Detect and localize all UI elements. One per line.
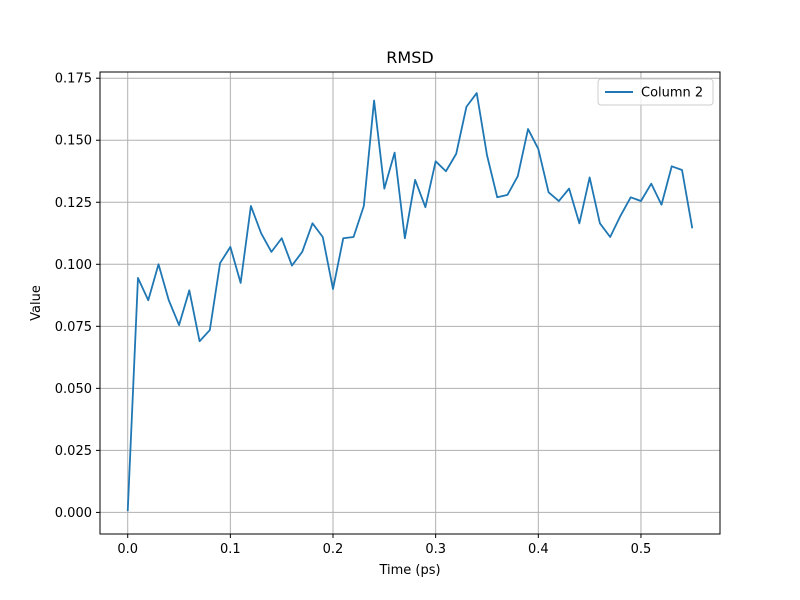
y-tick-label: 0.075 <box>55 320 92 335</box>
x-tick-label: 0.4 <box>528 542 549 557</box>
x-tick-label: 0.0 <box>117 542 138 557</box>
legend-label-column-2: Column 2 <box>641 86 703 101</box>
y-tick-label: 0.150 <box>55 134 92 149</box>
chart-title: RMSD <box>386 48 433 67</box>
y-tick-label: 0.100 <box>55 258 92 273</box>
axis-ticks: 0.0 0.1 0.2 0.3 0.4 0.5 0.000 0.025 0.050 0.075 0.… <box>55 72 652 557</box>
y-axis-label: Value <box>29 285 44 321</box>
plot-frame <box>99 71 721 535</box>
grid <box>100 72 720 534</box>
y-tick-label: 0.050 <box>55 382 92 397</box>
x-tick-label: 0.1 <box>220 542 241 557</box>
legend-box <box>597 78 714 106</box>
y-tick-label: 0.000 <box>55 506 92 521</box>
y-tick-label: 0.125 <box>55 196 92 211</box>
x-tick-label: 0.3 <box>425 542 446 557</box>
x-axis-label: Time (ps) <box>378 563 440 578</box>
y-tick-label: 0.175 <box>55 72 92 87</box>
series-line-column-2 <box>126 92 694 512</box>
y-tick-label: 0.025 <box>55 444 92 459</box>
data-layer <box>126 92 694 512</box>
x-tick-label: 0.2 <box>323 542 344 557</box>
x-tick-label: 0.5 <box>631 542 652 557</box>
legend: Column 2 <box>597 78 714 106</box>
